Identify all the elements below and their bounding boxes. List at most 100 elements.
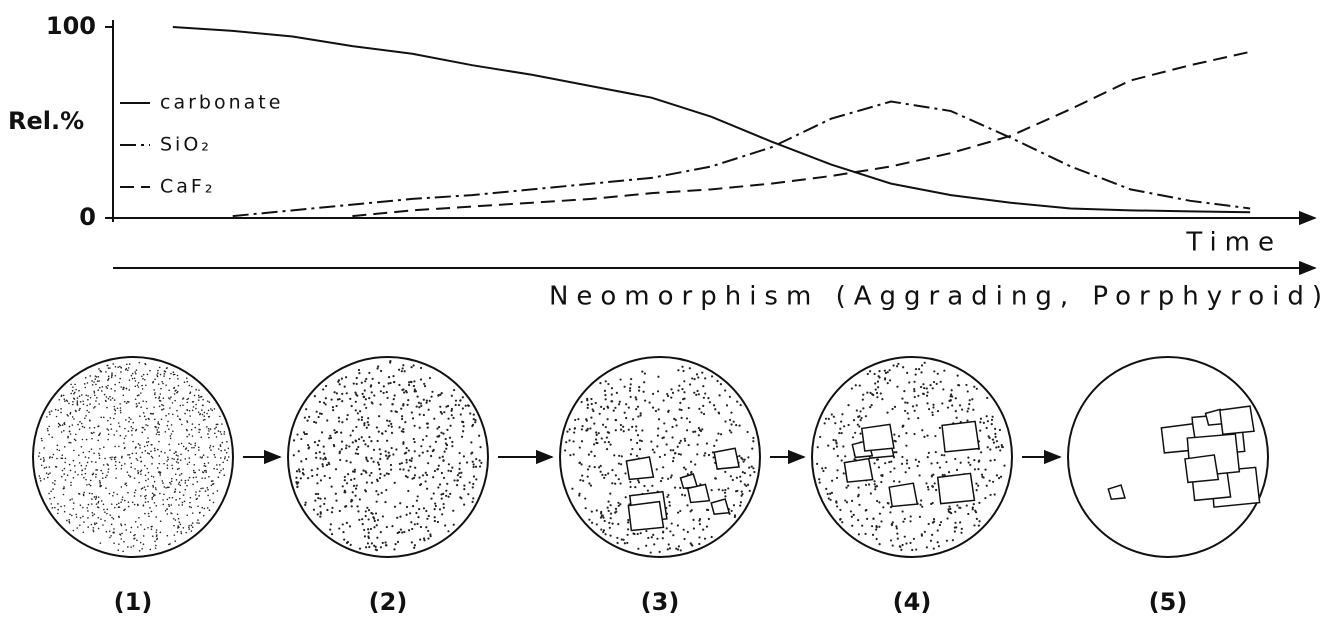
stipple bbox=[158, 463, 160, 465]
stipple bbox=[43, 459, 45, 461]
stipple bbox=[470, 441, 472, 443]
stipple bbox=[355, 393, 357, 395]
stipple bbox=[729, 419, 731, 421]
stipple bbox=[438, 426, 440, 428]
stipple bbox=[417, 516, 419, 518]
stipple bbox=[109, 457, 111, 459]
stipple bbox=[451, 408, 453, 410]
stipple bbox=[380, 546, 382, 548]
stipple bbox=[223, 474, 225, 476]
stipple bbox=[451, 467, 453, 469]
stipple bbox=[433, 449, 435, 451]
stipple bbox=[67, 436, 69, 438]
stipple bbox=[744, 459, 746, 461]
stipple bbox=[159, 405, 161, 407]
stipple bbox=[191, 530, 193, 532]
stipple bbox=[158, 431, 160, 433]
stipple bbox=[880, 520, 882, 522]
stipple bbox=[855, 384, 857, 386]
stipple bbox=[430, 396, 432, 398]
stipple bbox=[145, 450, 147, 452]
stipple bbox=[314, 395, 316, 397]
stipple bbox=[615, 508, 617, 510]
stipple bbox=[339, 510, 341, 512]
stipple bbox=[319, 401, 321, 403]
stipple bbox=[317, 444, 319, 446]
stipple bbox=[671, 474, 673, 476]
stipple bbox=[475, 466, 477, 468]
stipple bbox=[86, 410, 88, 412]
stipple bbox=[739, 424, 741, 426]
stipple bbox=[128, 367, 130, 369]
stipple bbox=[325, 397, 327, 399]
stipple bbox=[918, 368, 920, 370]
stipple bbox=[972, 508, 974, 510]
stipple bbox=[108, 434, 110, 436]
stipple bbox=[64, 398, 66, 400]
stipple bbox=[463, 484, 465, 486]
stipple bbox=[137, 384, 139, 386]
stipple bbox=[219, 416, 221, 418]
stipple bbox=[458, 468, 460, 470]
stipple bbox=[120, 386, 122, 388]
stipple bbox=[174, 491, 176, 493]
stipple bbox=[467, 493, 469, 495]
stipple bbox=[342, 531, 344, 533]
stipple bbox=[218, 448, 220, 450]
stipple bbox=[111, 503, 113, 505]
stipple bbox=[427, 426, 429, 428]
stipple bbox=[456, 484, 458, 486]
stipple bbox=[94, 524, 96, 526]
stipple bbox=[927, 488, 929, 490]
stipple bbox=[893, 434, 895, 436]
stipple bbox=[395, 448, 397, 450]
stipple bbox=[76, 516, 78, 518]
stipple bbox=[339, 450, 341, 452]
stipple bbox=[905, 432, 907, 434]
stipple bbox=[138, 482, 140, 484]
stipple bbox=[168, 505, 170, 507]
stipple bbox=[186, 436, 188, 438]
stipple bbox=[148, 418, 150, 420]
stipple bbox=[129, 454, 131, 456]
stipple bbox=[223, 433, 225, 435]
stipple bbox=[143, 543, 145, 545]
stipple bbox=[905, 445, 907, 447]
stipple bbox=[652, 534, 654, 536]
stipple bbox=[831, 413, 833, 415]
stipple bbox=[988, 437, 990, 439]
stipple bbox=[839, 509, 841, 511]
stipple bbox=[588, 465, 590, 467]
stipple bbox=[404, 370, 406, 372]
stipple bbox=[890, 461, 892, 463]
stipple bbox=[462, 421, 464, 423]
stipple bbox=[303, 431, 305, 433]
stipple bbox=[994, 493, 996, 495]
stipple bbox=[85, 456, 87, 458]
stipple bbox=[362, 393, 364, 395]
stipple bbox=[856, 409, 858, 411]
stipple bbox=[640, 532, 642, 534]
stipple bbox=[97, 380, 99, 382]
stipple bbox=[740, 495, 742, 497]
stipple bbox=[166, 460, 168, 462]
stipple bbox=[300, 477, 302, 479]
stipple bbox=[174, 400, 176, 402]
stipple bbox=[414, 441, 416, 443]
stipple bbox=[867, 373, 869, 375]
stipple bbox=[635, 425, 637, 427]
stipple bbox=[210, 449, 212, 451]
stipple bbox=[103, 464, 105, 466]
stipple bbox=[416, 500, 418, 502]
stipple bbox=[949, 511, 951, 513]
stipple bbox=[832, 439, 834, 441]
stipple bbox=[121, 533, 123, 535]
stipple bbox=[414, 544, 416, 546]
stipple bbox=[657, 376, 659, 378]
stipple bbox=[926, 395, 928, 397]
stipple bbox=[177, 468, 179, 470]
stipple bbox=[132, 373, 134, 375]
stipple bbox=[127, 370, 129, 372]
stipple bbox=[154, 450, 156, 452]
stipple bbox=[975, 483, 977, 485]
